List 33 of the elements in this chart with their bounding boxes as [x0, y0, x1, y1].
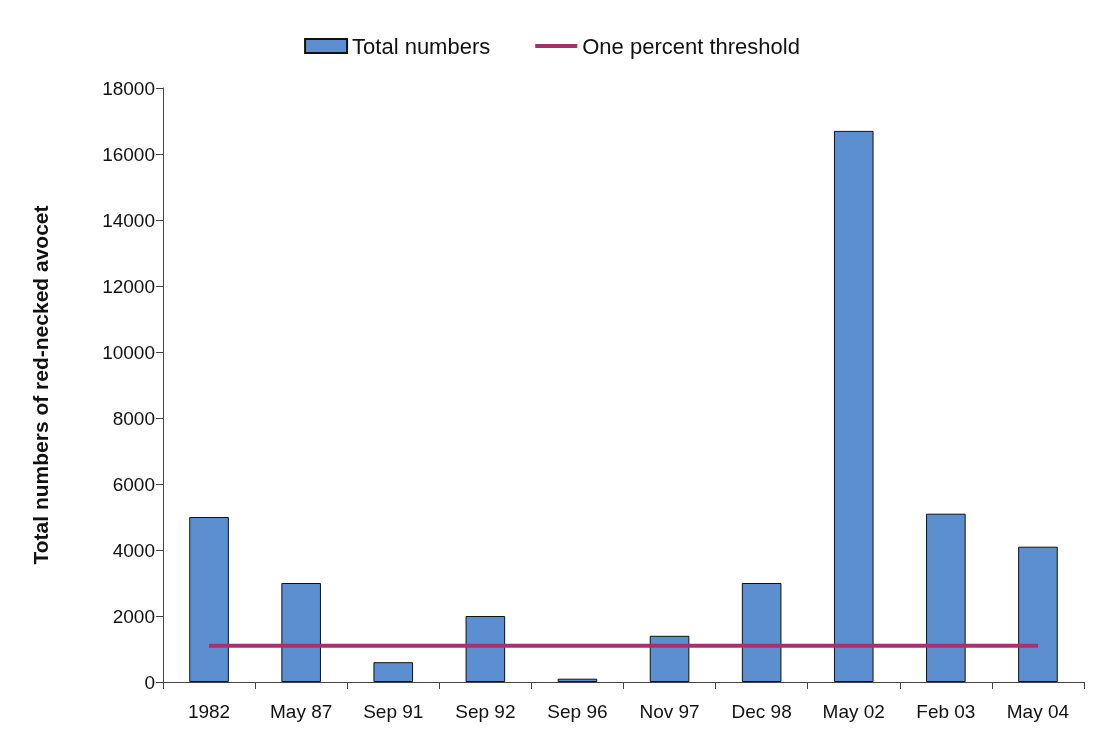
y-tick-label: 16000 — [102, 143, 155, 165]
y-axis-title: Total numbers of red-necked avocet — [29, 205, 52, 565]
x-tick-label: May 02 — [822, 701, 885, 722]
x-tick-label: May 04 — [1006, 701, 1070, 722]
bar — [373, 662, 414, 682]
x-tick-label: Nov 97 — [639, 701, 700, 722]
bar — [557, 678, 598, 682]
x-tick-label: Dec 98 — [731, 701, 792, 722]
bar — [833, 130, 874, 682]
bar — [281, 583, 321, 682]
bar — [649, 635, 690, 682]
y-tick-label: 2000 — [112, 605, 155, 627]
y-tick-label: 6000 — [112, 473, 155, 495]
x-tick-label: Sep 92 — [455, 701, 516, 722]
bar — [189, 517, 229, 682]
x-tick-label: 1982 — [187, 701, 231, 722]
x-tick-label: Sep 91 — [363, 701, 424, 722]
bar — [741, 583, 782, 682]
bar — [926, 513, 966, 682]
legend-label: Total numbers — [352, 33, 491, 59]
y-tick-label: 4000 — [112, 539, 155, 561]
y-tick-label: 10000 — [102, 341, 155, 363]
x-tick-label: May 87 — [269, 701, 333, 722]
x-tick-label: Feb 03 — [916, 701, 976, 722]
y-tick-label: 18000 — [102, 77, 155, 99]
legend-label: One percent threshold — [582, 33, 800, 59]
bar — [1018, 546, 1058, 682]
x-tick-label: Sep 96 — [547, 701, 608, 722]
y-tick-label: 8000 — [112, 407, 155, 429]
y-tick-label: 14000 — [102, 209, 155, 231]
bar — [465, 616, 506, 682]
y-tick-label: 12000 — [102, 275, 155, 297]
y-tick-label: 0 — [144, 671, 155, 693]
